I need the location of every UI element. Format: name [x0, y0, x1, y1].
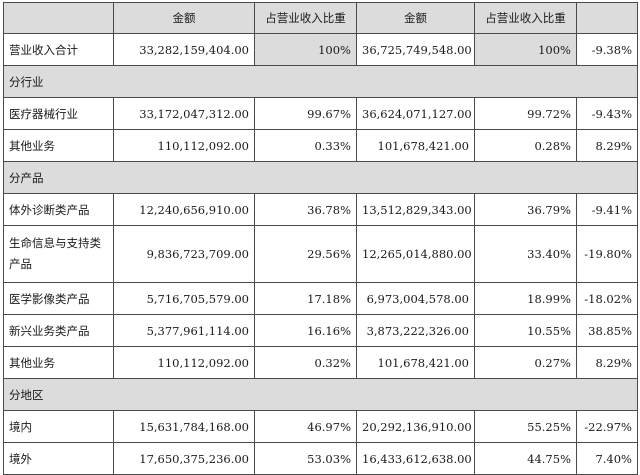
header-amount-current: 金额 [113, 2, 255, 34]
row-label: 境外 [3, 442, 114, 475]
row-label: 其他业务 [3, 346, 114, 379]
row-label: 生命信息与支持类产品 [3, 225, 114, 283]
amount-current: 17,650,375,236.00 [113, 442, 255, 475]
share-prior: 100% [474, 33, 577, 66]
share-current: 99.67% [254, 97, 357, 130]
share-current: 46.97% [254, 410, 357, 443]
table-row: 其他业务 110,112,092.00 0.32% 101,678,421.00… [3, 346, 638, 379]
section-title: 分行业 [3, 65, 638, 98]
header-cell-blank-left [3, 2, 114, 34]
amount-prior: 12,265,014,880.00 [356, 225, 475, 283]
row-label: 体外诊断类产品 [3, 193, 114, 226]
share-current: 0.32% [254, 346, 357, 379]
table-row: 体外诊断类产品 12,240,656,910.00 36.78% 13,512,… [3, 193, 638, 226]
amount-current: 33,172,047,312.00 [113, 97, 255, 130]
yoy-change: -19.80% [576, 225, 638, 283]
amount-prior: 101,678,421.00 [356, 346, 475, 379]
share-current: 53.03% [254, 442, 357, 475]
yoy-change: -9.38% [576, 33, 638, 66]
share-prior: 33.40% [474, 225, 577, 283]
section-row-product: 分产品 [3, 161, 638, 194]
table-header-row: 金额 占营业收入比重 金额 占营业收入比重 [3, 2, 638, 34]
section-row-region: 分地区 [3, 378, 638, 411]
row-label: 医学影像类产品 [3, 282, 114, 315]
share-prior: 36.79% [474, 193, 577, 226]
share-current: 36.78% [254, 193, 357, 226]
header-cell-blank-right [576, 2, 638, 34]
header-amount-prior: 金额 [356, 2, 475, 34]
section-row-industry: 分行业 [3, 65, 638, 98]
yoy-change: 8.29% [576, 129, 638, 162]
yoy-change: -9.41% [576, 193, 638, 226]
section-title: 分地区 [3, 378, 638, 411]
row-label: 其他业务 [3, 129, 114, 162]
share-current: 17.18% [254, 282, 357, 315]
amount-prior: 20,292,136,910.00 [356, 410, 475, 443]
share-prior: 0.28% [474, 129, 577, 162]
amount-current: 110,112,092.00 [113, 346, 255, 379]
amount-current: 5,716,705,579.00 [113, 282, 255, 315]
yoy-change: 8.29% [576, 346, 638, 379]
table-row: 生命信息与支持类产品 9,836,723,709.00 29.56% 12,26… [3, 225, 638, 283]
header-share-current: 占营业收入比重 [254, 2, 357, 34]
yoy-change: 7.40% [576, 442, 638, 475]
amount-prior: 101,678,421.00 [356, 129, 475, 162]
amount-current: 12,240,656,910.00 [113, 193, 255, 226]
amount-prior: 3,873,222,326.00 [356, 314, 475, 347]
share-current: 16.16% [254, 314, 357, 347]
share-prior: 55.25% [474, 410, 577, 443]
share-current: 0.33% [254, 129, 357, 162]
total-revenue-row: 营业收入合计 33,282,159,404.00 100% 36,725,749… [3, 33, 638, 66]
amount-current: 5,377,961,114.00 [113, 314, 255, 347]
share-prior: 44.75% [474, 442, 577, 475]
yoy-change: -9.43% [576, 97, 638, 130]
amount-current: 15,631,784,168.00 [113, 410, 255, 443]
header-share-prior: 占营业收入比重 [474, 2, 577, 34]
share-prior: 99.72% [474, 97, 577, 130]
share-current: 29.56% [254, 225, 357, 283]
row-label: 医疗器械行业 [3, 97, 114, 130]
row-label: 新兴业务类产品 [3, 314, 114, 347]
share-prior: 18.99% [474, 282, 577, 315]
share-prior: 10.55% [474, 314, 577, 347]
yoy-change: 38.85% [576, 314, 638, 347]
revenue-breakdown-table: 金额 占营业收入比重 金额 占营业收入比重 营业收入合计 33,282,159,… [3, 2, 638, 475]
section-title: 分产品 [3, 161, 638, 194]
amount-current: 9,836,723,709.00 [113, 225, 255, 283]
table-row: 新兴业务类产品 5,377,961,114.00 16.16% 3,873,22… [3, 314, 638, 347]
table-row: 医学影像类产品 5,716,705,579.00 17.18% 6,973,00… [3, 282, 638, 315]
amount-prior: 6,973,004,578.00 [356, 282, 475, 315]
share-current: 100% [254, 33, 357, 66]
amount-current: 33,282,159,404.00 [113, 33, 255, 66]
amount-prior: 16,433,612,638.00 [356, 442, 475, 475]
amount-current: 110,112,092.00 [113, 129, 255, 162]
yoy-change: -22.97% [576, 410, 638, 443]
row-label: 营业收入合计 [3, 33, 114, 66]
table-row: 其他业务 110,112,092.00 0.33% 101,678,421.00… [3, 129, 638, 162]
table-row: 境内 15,631,784,168.00 46.97% 20,292,136,9… [3, 410, 638, 443]
share-prior: 0.27% [474, 346, 577, 379]
yoy-change: -18.02% [576, 282, 638, 315]
table-row: 医疗器械行业 33,172,047,312.00 99.67% 36,624,0… [3, 97, 638, 130]
row-label: 境内 [3, 410, 114, 443]
table-row: 境外 17,650,375,236.00 53.03% 16,433,612,6… [3, 442, 638, 475]
amount-prior: 13,512,829,343.00 [356, 193, 475, 226]
amount-prior: 36,624,071,127.00 [356, 97, 475, 130]
amount-prior: 36,725,749,548.00 [356, 33, 475, 66]
